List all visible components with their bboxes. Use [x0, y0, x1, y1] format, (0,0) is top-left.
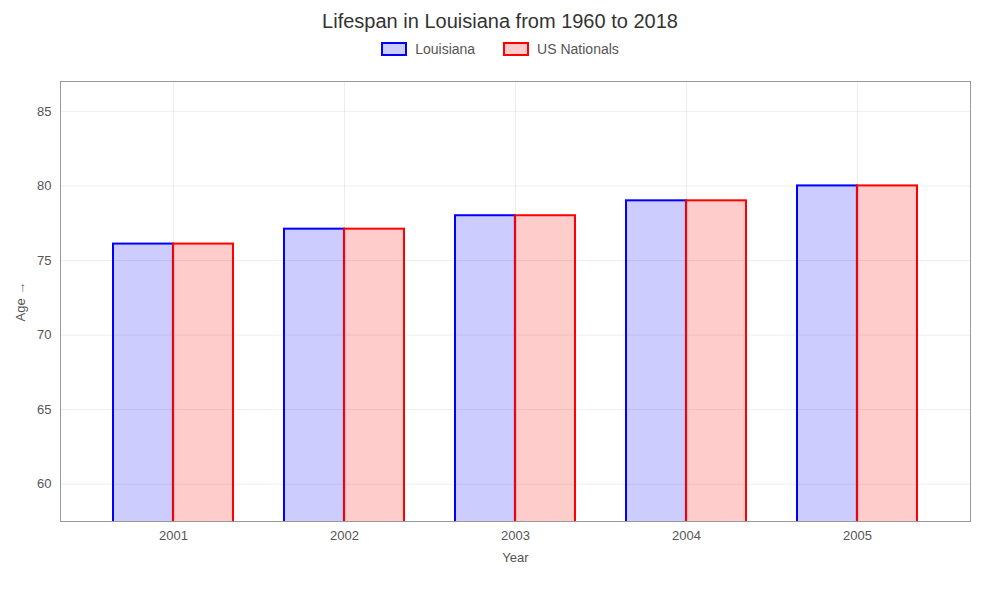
svg-text:60: 60: [37, 476, 51, 491]
svg-text:Year: Year: [502, 550, 529, 565]
svg-text:2002: 2002: [330, 528, 359, 543]
svg-text:70: 70: [37, 327, 51, 342]
svg-text:75: 75: [37, 253, 51, 268]
svg-text:80: 80: [37, 178, 51, 193]
html-text:US Nationals: US Nationals: [537, 41, 619, 57]
svg-text:2001: 2001: [159, 528, 188, 543]
svg-text:85: 85: [37, 103, 51, 118]
html-text:Louisiana: Louisiana: [415, 41, 476, 57]
svg-text:2003: 2003: [501, 528, 530, 543]
svg-text:2004: 2004: [672, 528, 701, 543]
svg-text:65: 65: [37, 402, 51, 417]
svg-text:Age →: Age →: [13, 282, 28, 322]
svg-text:2005: 2005: [843, 528, 872, 543]
html-text:Lifespan in Louisiana from 196: Lifespan in Louisiana from 1960 to 2018: [322, 10, 678, 32]
